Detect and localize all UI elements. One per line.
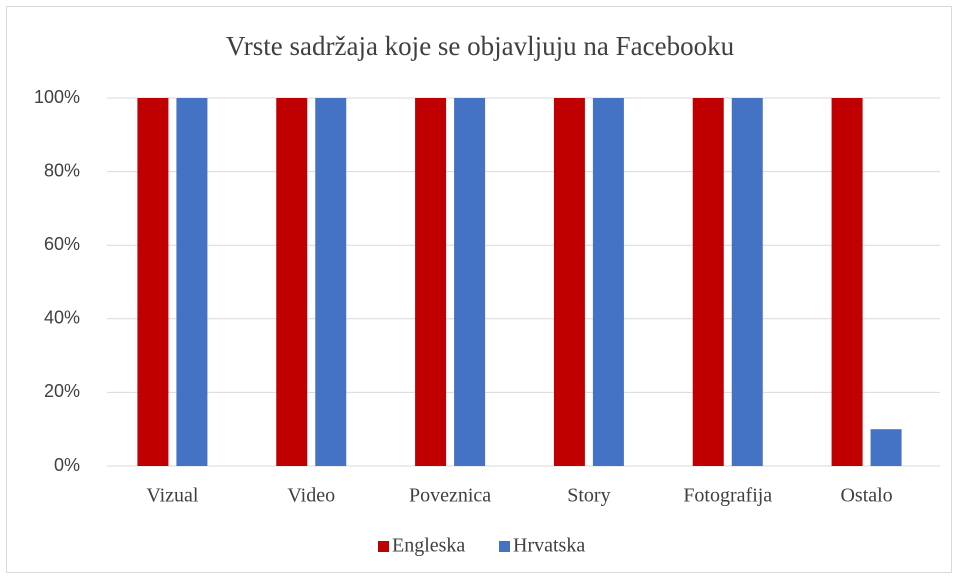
- x-tick-label: Poveznica: [409, 485, 491, 507]
- bar: [137, 98, 169, 466]
- x-tick-label: Fotografija: [683, 485, 772, 507]
- y-tick-label: 0%: [54, 455, 80, 475]
- y-tick-label: 20%: [44, 381, 80, 401]
- legend-swatch: [378, 541, 389, 552]
- y-tick-label: 80%: [44, 160, 80, 180]
- x-tick-label: Ostalo: [840, 485, 892, 507]
- y-tick-label: 60%: [44, 234, 80, 254]
- chart-title: Vrste sadržaja koje se objavljuju na Fac…: [226, 31, 735, 61]
- legend-label: Hrvatska: [513, 535, 585, 557]
- x-tick-label: Story: [567, 485, 610, 507]
- y-tick-label: 100%: [34, 87, 80, 107]
- bar: [553, 98, 585, 466]
- bar: [870, 429, 902, 466]
- bar: [454, 98, 486, 466]
- bar: [276, 98, 308, 466]
- bar: [592, 98, 624, 466]
- x-tick-label: Vizual: [146, 485, 199, 507]
- legend-label: Engleska: [392, 535, 465, 557]
- y-tick-label: 40%: [44, 308, 80, 328]
- legend-swatch: [499, 541, 510, 552]
- bar: [731, 98, 763, 466]
- bar: [176, 98, 208, 466]
- bar: [692, 98, 724, 466]
- bar: [831, 98, 863, 466]
- bar: [415, 98, 447, 466]
- bar: [315, 98, 347, 466]
- x-tick-label: Video: [287, 485, 335, 507]
